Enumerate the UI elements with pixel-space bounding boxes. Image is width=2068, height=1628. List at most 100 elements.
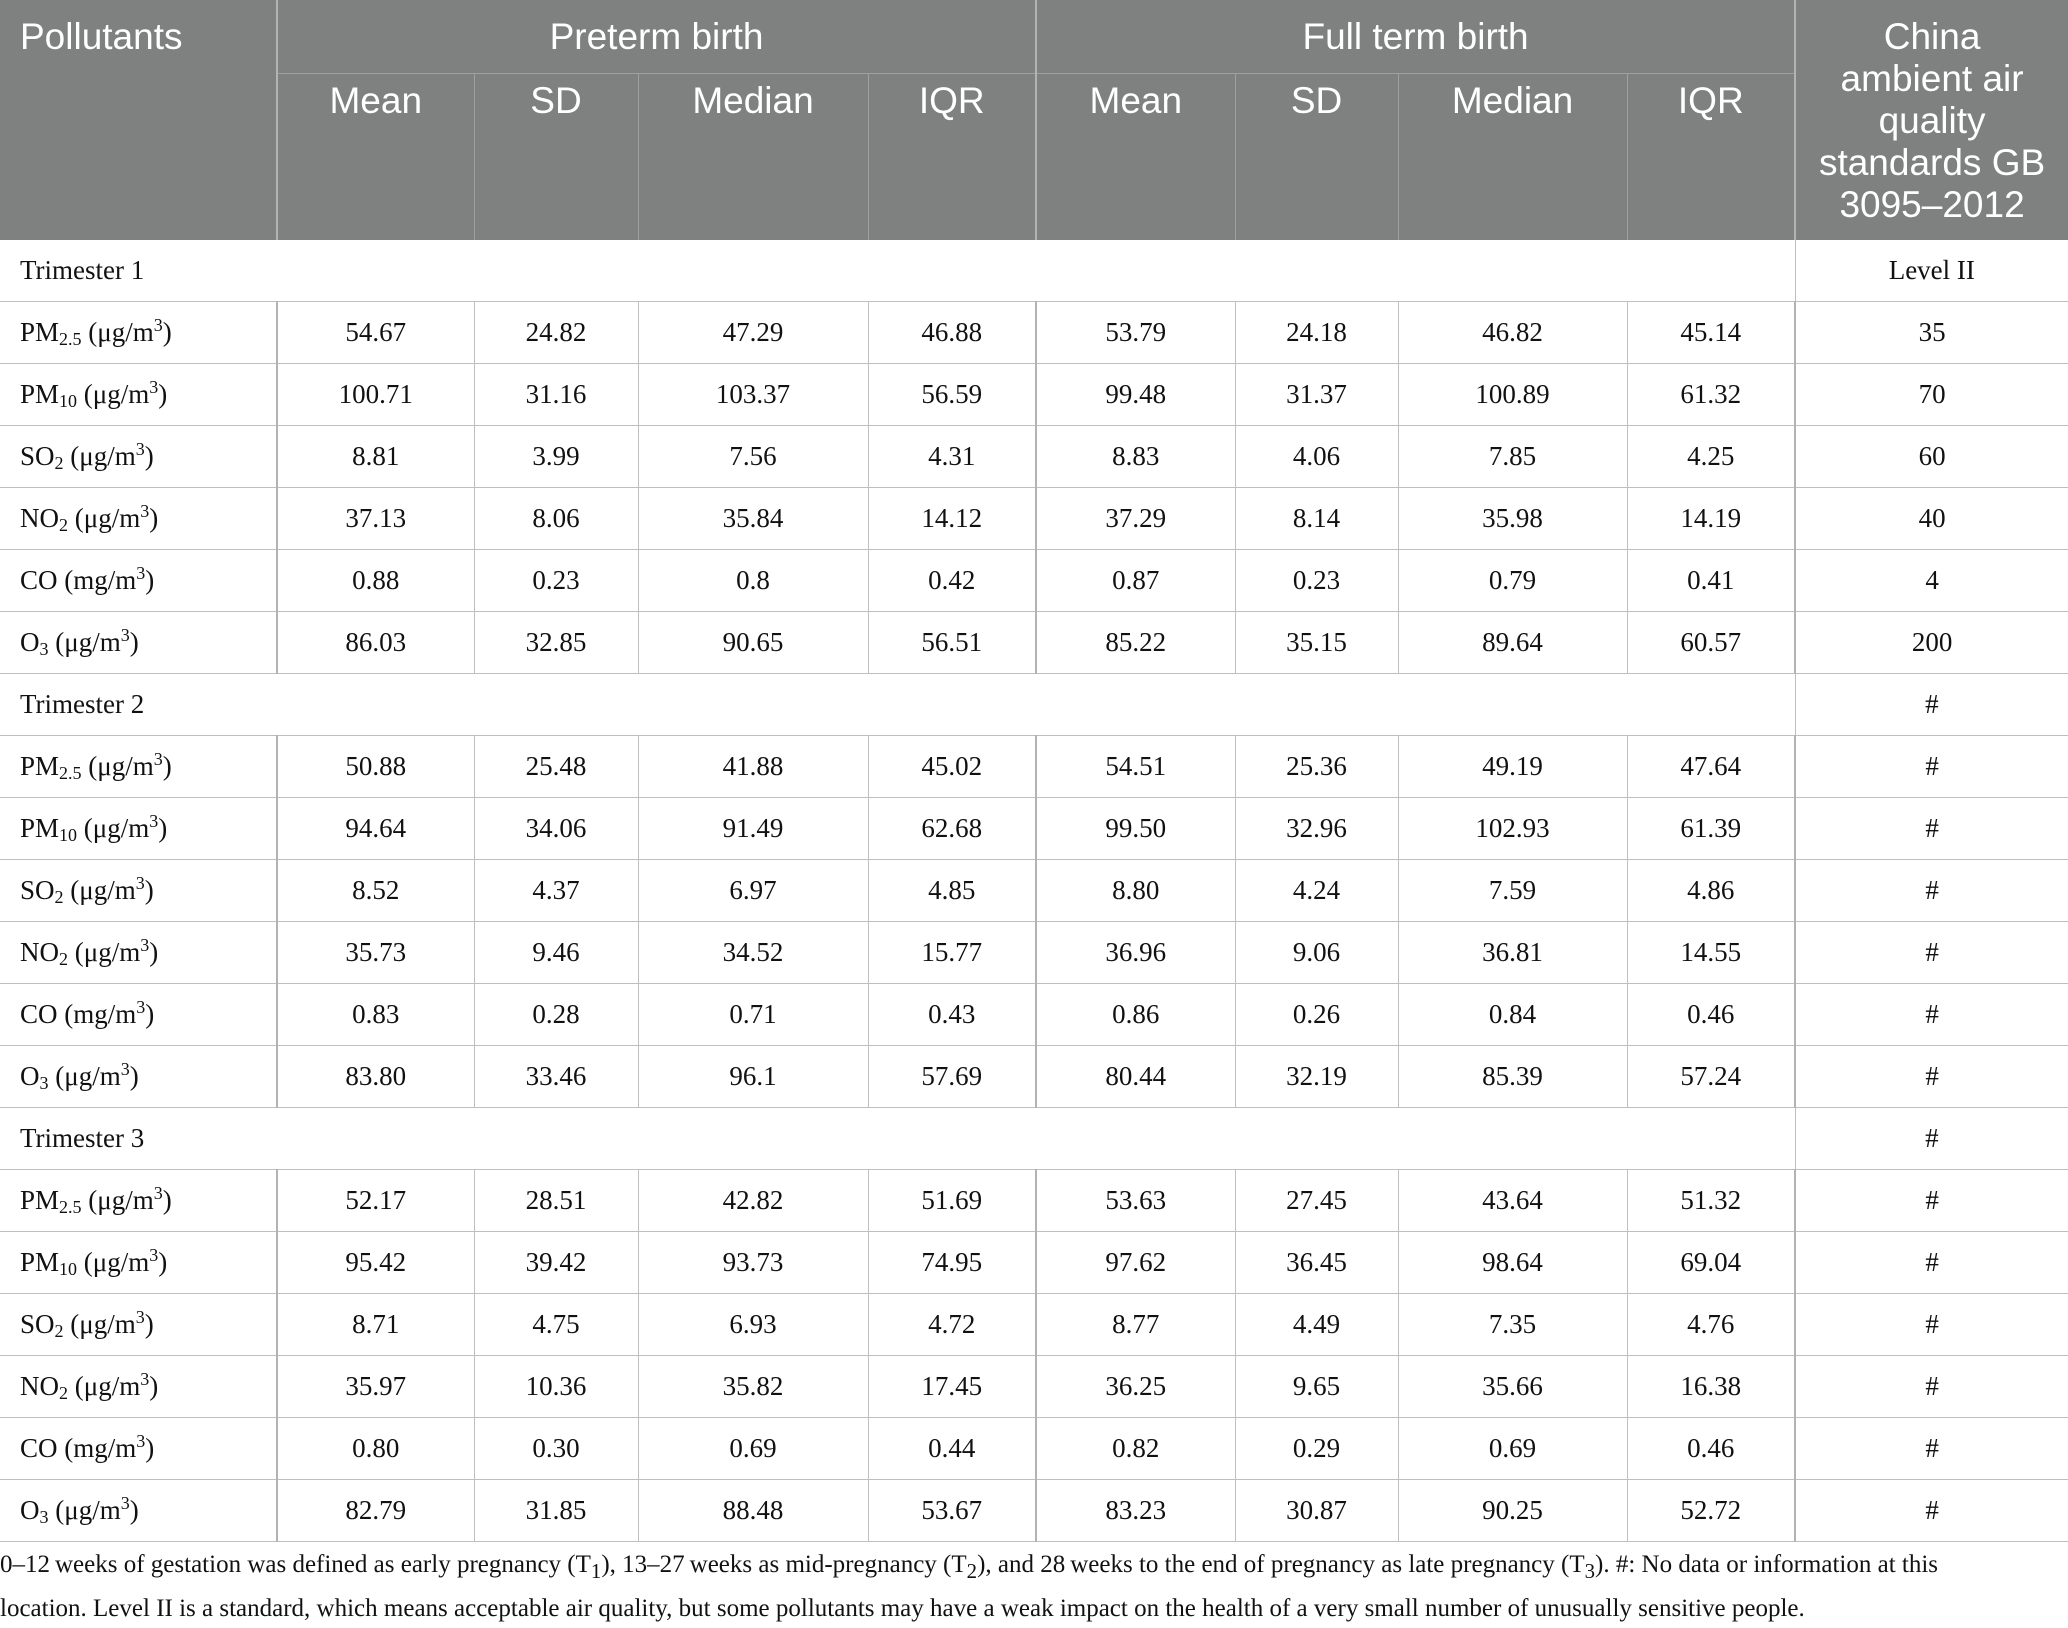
pollutant-label-part: 3 [120,1493,130,1513]
table-cell: 0.29 [1235,1417,1399,1480]
pollutant-label-part: 3 [149,811,159,831]
pollutant-label-part: 3 [153,315,163,335]
table-cell: 14.19 [1627,487,1797,550]
table-cell: 51.69 [868,1169,1038,1232]
pollutant-label-part: PM [20,813,60,843]
header-sub-fullterm-sd: SD [1235,73,1399,240]
pollutant-label-part: ) [149,937,159,967]
table-row: SO2 (μg/m3) 8.81 3.99 7.56 4.31 8.83 4.06 7.85 4… [0,425,2068,488]
pollutant-label-part: O [20,627,40,657]
table-cell: 24.82 [474,301,639,364]
table-cell: 35.97 [277,1355,475,1418]
table-cell: 52.72 [1627,1479,1797,1542]
pollutant-label-part: 10 [59,825,78,845]
pollutant-label: O3 (μg/m3) [0,611,278,674]
pollutant-label-part: ) [144,1309,154,1339]
section-label: Trimester 3 [0,1107,1796,1170]
section-standard: # [1795,1107,2068,1170]
pollutant-label-part: 2 [54,453,64,473]
table-cell: 95.42 [277,1231,475,1294]
pollutant-label: PM10 (μg/m3) [0,797,278,860]
table-cell: 15.77 [868,921,1038,984]
standard-cell: 200 [1795,611,2068,674]
standard-cell: # [1795,921,2068,984]
header-sub-fullterm-iqr: IQR [1627,73,1797,240]
table-row: PM10 (μg/m3) 94.64 34.06 91.49 62.68 99.50 32.… [0,797,2068,860]
table-cell: 37.13 [277,487,475,550]
table-cell: 35.66 [1398,1355,1628,1418]
table-cell: 0.23 [474,549,639,612]
table-cell: 0.82 [1036,1417,1236,1480]
standard-cell: # [1795,859,2068,922]
pollutant-label-part: CO [20,1433,58,1463]
table-cell: 83.23 [1036,1479,1236,1542]
table-cell: 83.80 [277,1045,475,1108]
pollutant-label-part: PM [20,1247,60,1277]
pollutant-label-part: (mg/m [57,999,137,1029]
table-row: O3 (μg/m3) 86.03 32.85 90.65 56.51 85.22 35.15… [0,611,2068,674]
footnote-sub-2: 2 [966,1559,978,1583]
pollutant-label-part: (μg/m [63,441,136,471]
table-cell: 34.06 [474,797,639,860]
table-cell: 25.36 [1235,735,1399,798]
table-cell: 35.15 [1235,611,1399,674]
table-row: PM2.5 (μg/m3) 52.17 28.51 42.82 51.69 53.63 27… [0,1169,2068,1232]
table-cell: 0.41 [1627,549,1797,612]
table-cell: 52.17 [277,1169,475,1232]
table-cell: 85.22 [1036,611,1236,674]
pollutant-label-part: 2.5 [59,1197,82,1217]
table-cell: 32.19 [1235,1045,1399,1108]
pollutant-label-part: NO [20,503,59,533]
pollutant-label: PM2.5 (μg/m3) [0,301,278,364]
table-cell: 0.30 [474,1417,639,1480]
pollutant-label-part: 3 [136,563,146,583]
table-cell: 4.37 [474,859,639,922]
pollutant-label-part: 10 [59,1259,78,1279]
pollutant-label-part: ) [158,813,168,843]
table-cell: 32.85 [474,611,639,674]
table-cell: 0.26 [1235,983,1399,1046]
table-cell: 42.82 [638,1169,869,1232]
table-cell: 27.45 [1235,1169,1399,1232]
table-cell: 45.02 [868,735,1038,798]
table-cell: 0.46 [1627,1417,1797,1480]
pollutant-label-part: (μg/m [81,751,154,781]
header-sub-preterm-sd: SD [474,73,639,240]
pollutant-label-part: (μg/m [68,1371,141,1401]
table-cell: 37.29 [1036,487,1236,550]
pollutant-label-part: ) [162,751,172,781]
table-cell: 0.69 [1398,1417,1628,1480]
table-cell: 9.06 [1235,921,1399,984]
pollutant-label-part: PM [20,317,60,347]
pollutant-label: SO2 (μg/m3) [0,425,278,488]
table-cell: 0.71 [638,983,869,1046]
pollutant-label-part: 2 [54,1321,64,1341]
table-cell: 4.85 [868,859,1038,922]
table-cell: 7.56 [638,425,869,488]
pollutant-label: O3 (μg/m3) [0,1479,278,1542]
pollutant-label: SO2 (μg/m3) [0,859,278,922]
pollutant-label-part: (μg/m [63,1309,136,1339]
table-row: CO (mg/m3) 0.83 0.28 0.71 0.43 0.86 0.26 0.84 0.… [0,983,2068,1046]
pollutant-label-part: 3 [39,1073,49,1093]
section-row: Trimester 3 # [0,1107,2068,1170]
footnote-text-1a: 0–12 weeks of gestation was defined as e… [0,1551,591,1578]
table-cell: 0.42 [868,549,1038,612]
table-cell: 93.73 [638,1231,869,1294]
table-cell: 0.46 [1627,983,1797,1046]
pollutant-label-part: ) [162,1185,172,1215]
table-cell: 62.68 [868,797,1038,860]
table-row: NO2 (μg/m3) 37.13 8.06 35.84 14.12 37.29 8.14 3… [0,487,2068,550]
table-cell: 53.67 [868,1479,1038,1542]
pollutant-label-part: 3 [149,377,159,397]
table-footnote: 0–12 weeks of gestation was defined as e… [0,1546,2060,1628]
table-cell: 56.51 [868,611,1038,674]
pollutant-label: O3 (μg/m3) [0,1045,278,1108]
pollutant-label-part: 3 [140,501,150,521]
pollutant-label-part: (μg/m [77,813,150,843]
table-cell: 3.99 [474,425,639,488]
table-cell: 74.95 [868,1231,1038,1294]
table-cell: 96.1 [638,1045,869,1108]
table-cell: 24.18 [1235,301,1399,364]
table-cell: 8.83 [1036,425,1236,488]
